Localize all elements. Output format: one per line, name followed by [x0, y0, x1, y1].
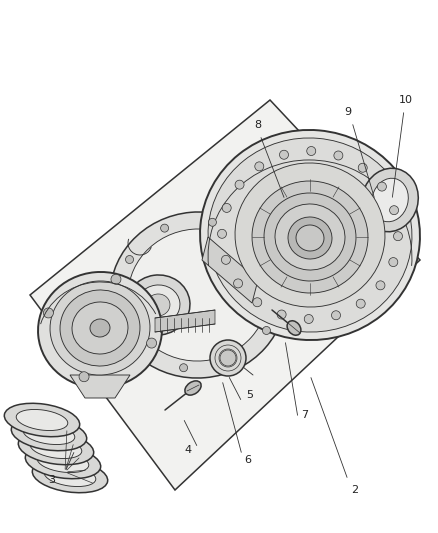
Ellipse shape: [126, 275, 190, 335]
Ellipse shape: [30, 438, 82, 458]
Text: 10: 10: [399, 95, 413, 105]
Ellipse shape: [253, 298, 262, 307]
Ellipse shape: [25, 445, 101, 479]
Ellipse shape: [180, 364, 187, 372]
Ellipse shape: [334, 151, 343, 160]
Ellipse shape: [200, 130, 420, 340]
Ellipse shape: [128, 229, 268, 361]
Ellipse shape: [126, 255, 134, 263]
Ellipse shape: [389, 257, 398, 266]
Ellipse shape: [389, 206, 399, 215]
Ellipse shape: [136, 285, 180, 325]
Ellipse shape: [44, 465, 96, 487]
Ellipse shape: [235, 163, 385, 307]
Text: 7: 7: [301, 410, 308, 420]
Ellipse shape: [16, 409, 68, 431]
Ellipse shape: [147, 338, 157, 348]
Ellipse shape: [18, 431, 94, 465]
Ellipse shape: [50, 281, 150, 375]
Ellipse shape: [279, 150, 289, 159]
Ellipse shape: [146, 294, 170, 316]
Ellipse shape: [235, 180, 244, 189]
Ellipse shape: [372, 178, 408, 222]
Ellipse shape: [208, 138, 412, 332]
Ellipse shape: [277, 310, 286, 319]
Ellipse shape: [222, 204, 231, 213]
Text: 2: 2: [351, 485, 359, 495]
Ellipse shape: [288, 217, 332, 259]
Ellipse shape: [43, 308, 53, 318]
Text: 8: 8: [254, 120, 261, 130]
Text: 6: 6: [244, 455, 251, 465]
Ellipse shape: [90, 319, 110, 337]
Ellipse shape: [251, 240, 259, 248]
Ellipse shape: [378, 182, 386, 191]
Ellipse shape: [287, 321, 301, 335]
Ellipse shape: [362, 168, 418, 232]
Ellipse shape: [255, 162, 264, 171]
Ellipse shape: [332, 311, 340, 320]
Ellipse shape: [38, 272, 162, 388]
Ellipse shape: [233, 279, 243, 288]
Ellipse shape: [210, 340, 246, 376]
Text: 5: 5: [247, 390, 254, 400]
Ellipse shape: [161, 224, 169, 232]
Ellipse shape: [393, 232, 403, 241]
Ellipse shape: [137, 342, 145, 350]
Ellipse shape: [356, 299, 365, 308]
Ellipse shape: [272, 281, 279, 289]
Ellipse shape: [11, 417, 87, 451]
Ellipse shape: [23, 423, 75, 445]
Ellipse shape: [218, 229, 226, 238]
Ellipse shape: [110, 212, 286, 378]
Ellipse shape: [117, 301, 125, 309]
Ellipse shape: [220, 350, 236, 366]
Text: 4: 4: [184, 445, 191, 455]
Ellipse shape: [4, 403, 80, 437]
Ellipse shape: [262, 327, 270, 335]
Polygon shape: [30, 100, 420, 490]
Ellipse shape: [37, 451, 89, 473]
Ellipse shape: [296, 225, 324, 251]
Ellipse shape: [304, 314, 313, 324]
Ellipse shape: [111, 274, 121, 284]
Ellipse shape: [275, 204, 345, 270]
Ellipse shape: [252, 181, 368, 293]
Ellipse shape: [60, 290, 140, 366]
Ellipse shape: [307, 147, 316, 156]
Polygon shape: [70, 375, 130, 398]
Ellipse shape: [208, 219, 216, 227]
Ellipse shape: [264, 193, 356, 281]
Polygon shape: [202, 237, 258, 303]
Ellipse shape: [32, 459, 108, 492]
Ellipse shape: [72, 302, 128, 354]
Ellipse shape: [227, 358, 235, 366]
Ellipse shape: [185, 381, 201, 395]
Ellipse shape: [222, 255, 230, 264]
Ellipse shape: [358, 163, 367, 172]
Text: 9: 9: [344, 107, 352, 117]
Text: 3: 3: [49, 475, 56, 485]
Polygon shape: [155, 310, 215, 332]
Ellipse shape: [376, 281, 385, 290]
Ellipse shape: [79, 372, 89, 382]
